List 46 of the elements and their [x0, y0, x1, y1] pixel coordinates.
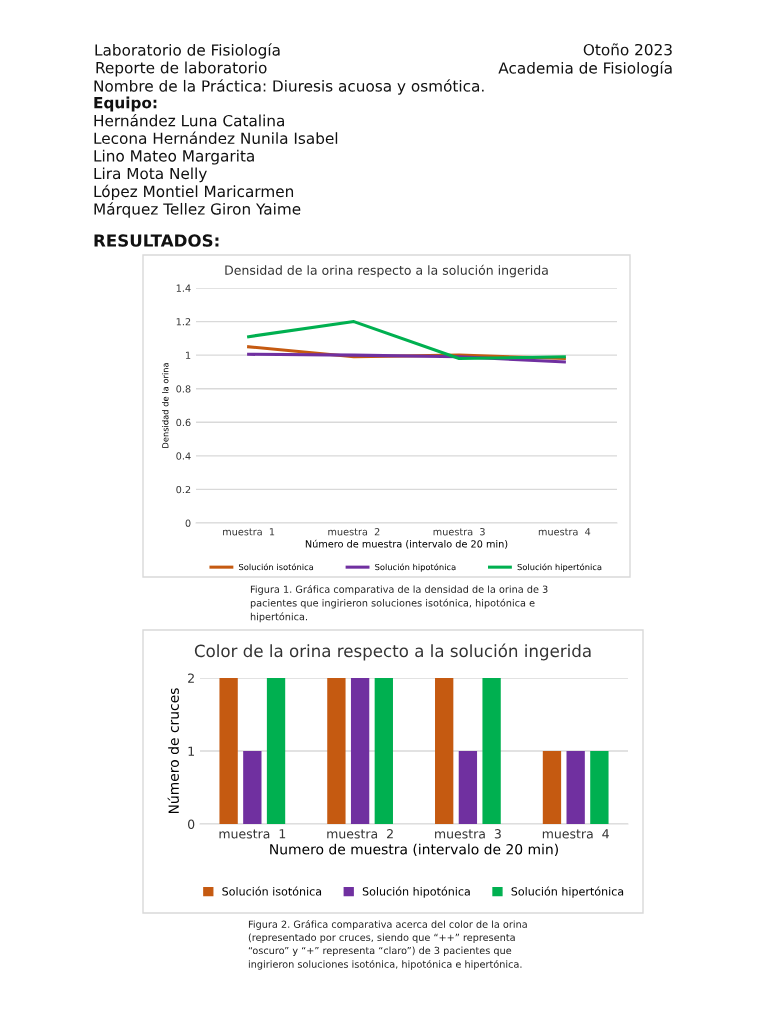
y-axis-title: Número de cruces [167, 688, 179, 814]
text: Laboratorio de Fisiología [95, 43, 280, 59]
legend-label: Solución hipertónica [517, 563, 602, 572]
x-tick-label: muestra 1 [223, 528, 275, 536]
text: RESULTADOS: [94, 234, 219, 247]
y-tick-label: 0.8 [176, 385, 191, 393]
text: Figura 2. Gráfica comparativa acerca del color de la orina (representado por cruces, siendo que “++” representa “oscuro” y “+” representa “claro”) de 3 pacientes que ingirieron soluciones isotónica, hipotónica e hipertónica. [248, 920, 527, 970]
y-tick-label: 1.2 [176, 318, 191, 326]
y-tick-label: 0.6 [176, 418, 191, 427]
y-tick-label: 2 [188, 673, 194, 683]
text: López Montiel Maricarmen [94, 184, 294, 201]
y-tick-label: 1.4 [176, 284, 191, 292]
x-tick-label: muestra 2 [328, 528, 380, 536]
y-tick-label: 1 [186, 351, 191, 359]
text: Reporte de laboratorio [96, 61, 267, 77]
legend-label: Solución isotónica [239, 563, 314, 571]
legend-label: Solución hipotónica [362, 886, 470, 898]
x-axis-title: Número de muestra (intervalo de 20 min) [305, 539, 508, 549]
chart-title: Densidad de la orina respecto a la solución ingerida [225, 264, 548, 278]
text: Academia de Fisiología [498, 61, 672, 77]
text: Lino Mateo Margarita [94, 149, 254, 165]
x-tick-label: muestra 2 [327, 829, 393, 839]
x-axis-title: Numero de muestra (intervalo de 20 min) [270, 843, 558, 857]
y-tick-label: 0 [188, 819, 195, 829]
legend-label: Solución hipertónica [511, 886, 624, 898]
text: Hernández Luna Catalina [94, 114, 284, 127]
legend-label: Solución hipotónica [375, 563, 456, 572]
x-tick-label: muestra 4 [538, 528, 591, 536]
x-tick-label: muestra 1 [219, 829, 286, 839]
text: Lecona Hernández Nunila Isabel [94, 131, 338, 145]
text: Otoño 2023 [583, 43, 672, 56]
chart-title: Color de la orina respecto a la solución ingerida [194, 643, 591, 661]
x-tick-label: muestra 3 [433, 528, 485, 536]
x-tick-label: muestra 3 [435, 829, 501, 839]
text: Márquez Tellez Giron Yaime [94, 202, 301, 218]
legend-label: Solución isotónica [222, 886, 322, 896]
text: Nombre de la Práctica: Diuresis acuosa y osmótica. [94, 79, 484, 95]
y-axis-title: Densidad de la orina [162, 363, 169, 448]
text: Lira Mota Nelly [94, 167, 207, 183]
y-tick-label: 0.2 [176, 485, 191, 494]
text: Figura 1. Gráfica comparativa de la densidad de la orina de 3 pacientes que ingirieron soluciones isotónica, hipotónica e hipertónica. [250, 585, 548, 623]
y-tick-label: 1 [188, 746, 194, 756]
y-tick-label: 0 [185, 519, 191, 527]
y-tick-label: 0.4 [176, 452, 191, 460]
text: Equipo: [94, 96, 157, 112]
x-tick-label: muestra 4 [542, 829, 609, 839]
